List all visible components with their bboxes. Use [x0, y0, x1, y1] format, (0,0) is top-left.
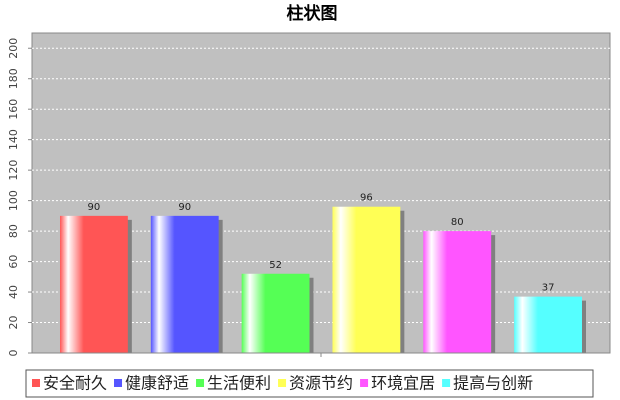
y-tick-label: 200 — [7, 38, 20, 59]
y-tick-label: 40 — [7, 285, 20, 299]
value-label: 80 — [451, 217, 464, 228]
value-label: 52 — [269, 260, 282, 271]
value-label: 37 — [542, 283, 555, 294]
legend-swatch — [196, 379, 205, 387]
legend-label: 生活便利 — [207, 374, 271, 393]
legend-swatch — [442, 379, 451, 387]
bar — [514, 296, 582, 353]
y-tick-label: 140 — [7, 129, 20, 150]
value-label: 96 — [360, 193, 373, 204]
y-tick-label: 100 — [7, 190, 20, 211]
legend-swatch — [360, 379, 369, 387]
y-tick-label: 160 — [7, 99, 20, 120]
legend-label: 资源节约 — [289, 374, 353, 393]
value-label: 90 — [178, 202, 191, 213]
legend-swatch — [32, 379, 40, 387]
y-tick-label: 120 — [7, 160, 20, 181]
bar — [150, 215, 219, 353]
y-tick-label: 20 — [7, 316, 20, 330]
legend-label: 安全耐久 — [43, 374, 107, 393]
value-label: 90 — [88, 202, 101, 213]
legend-label: 环境宜居 — [371, 374, 435, 393]
legend-label: 健康舒适 — [125, 374, 189, 393]
legend-label: 提高与创新 — [453, 374, 533, 393]
legend-swatch — [114, 379, 123, 387]
y-tick-label: 60 — [7, 255, 20, 269]
bar — [241, 273, 310, 353]
chart-title: 柱状图 — [287, 3, 338, 24]
y-tick-label: 0 — [7, 350, 20, 357]
legend-swatch — [278, 379, 287, 387]
bar — [423, 231, 492, 353]
y-tick-label: 180 — [7, 68, 20, 89]
y-tick-label: 80 — [7, 224, 20, 238]
bar — [332, 206, 401, 353]
bar — [60, 215, 128, 353]
